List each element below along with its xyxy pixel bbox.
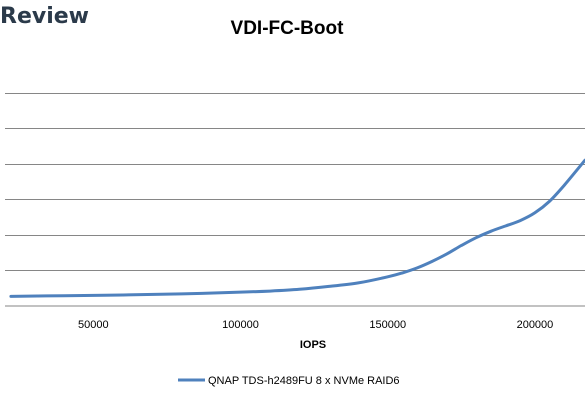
chart-title: VDI-FC-Boot (231, 18, 345, 39)
x-tick-label: 50000 (78, 319, 109, 331)
legend-label: QNAP TDS-h2489FU 8 x NVMe RAID6 (208, 375, 400, 387)
gridlines (5, 93, 585, 271)
x-tick-label: 150000 (369, 319, 406, 331)
series-group (9, 158, 585, 298)
logo: Review (0, 4, 89, 29)
x-axis-label: IOPS (300, 339, 326, 351)
x-tick-label: 200000 (517, 319, 554, 331)
series-line (9, 158, 585, 298)
x-tick-label: 100000 (222, 319, 259, 331)
legend: QNAP TDS-h2489FU 8 x NVMe RAID6 (178, 375, 400, 387)
x-tick-labels: 50000 100000 150000 200000 (78, 319, 553, 331)
